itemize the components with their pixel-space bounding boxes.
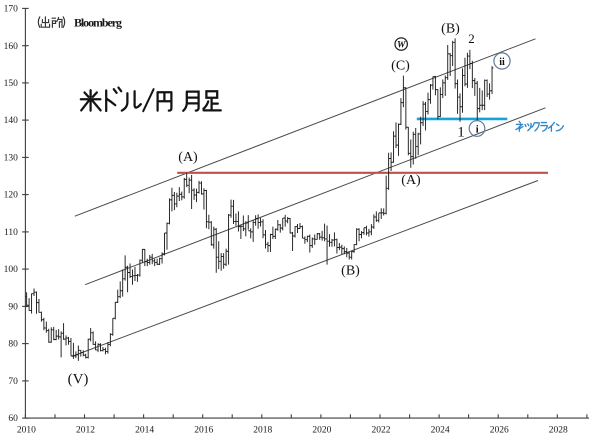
svg-text:110: 110 <box>4 228 18 238</box>
svg-text:120: 120 <box>4 191 19 201</box>
svg-text:2016: 2016 <box>194 425 213 435</box>
svg-text:1: 1 <box>457 125 465 141</box>
svg-text:(C): (C) <box>391 59 410 74</box>
svg-text:2014: 2014 <box>135 425 154 435</box>
svg-text:2012: 2012 <box>76 425 95 435</box>
svg-text:Bloomberg: Bloomberg <box>74 16 122 30</box>
svg-text:ii: ii <box>499 57 505 68</box>
svg-text:2018: 2018 <box>253 425 272 435</box>
svg-text:2010: 2010 <box>17 425 36 435</box>
svg-text:(A): (A) <box>178 150 198 165</box>
svg-text:(B): (B) <box>341 264 360 279</box>
svg-text:2022: 2022 <box>372 425 391 435</box>
svg-text:(B): (B) <box>441 22 460 37</box>
svg-text:90: 90 <box>8 303 18 313</box>
svg-text:2024: 2024 <box>431 425 450 435</box>
svg-text:(V): (V) <box>68 372 89 388</box>
svg-text:2: 2 <box>468 31 475 46</box>
svg-text:60: 60 <box>8 414 18 424</box>
svg-text:70: 70 <box>8 377 18 387</box>
svg-text:i: i <box>476 125 479 136</box>
svg-text:80: 80 <box>8 340 18 350</box>
svg-text:2028: 2028 <box>549 425 568 435</box>
svg-text:2026: 2026 <box>490 425 509 435</box>
svg-text:130: 130 <box>4 154 19 164</box>
svg-text:(A): (A) <box>401 173 421 188</box>
svg-text:2020: 2020 <box>312 425 331 435</box>
svg-text:W: W <box>397 40 406 50</box>
svg-text:160: 160 <box>4 42 19 52</box>
svg-text:140: 140 <box>4 116 19 126</box>
svg-text:150: 150 <box>4 79 19 89</box>
svg-text:170: 170 <box>4 5 19 15</box>
svg-text:100: 100 <box>4 265 19 275</box>
